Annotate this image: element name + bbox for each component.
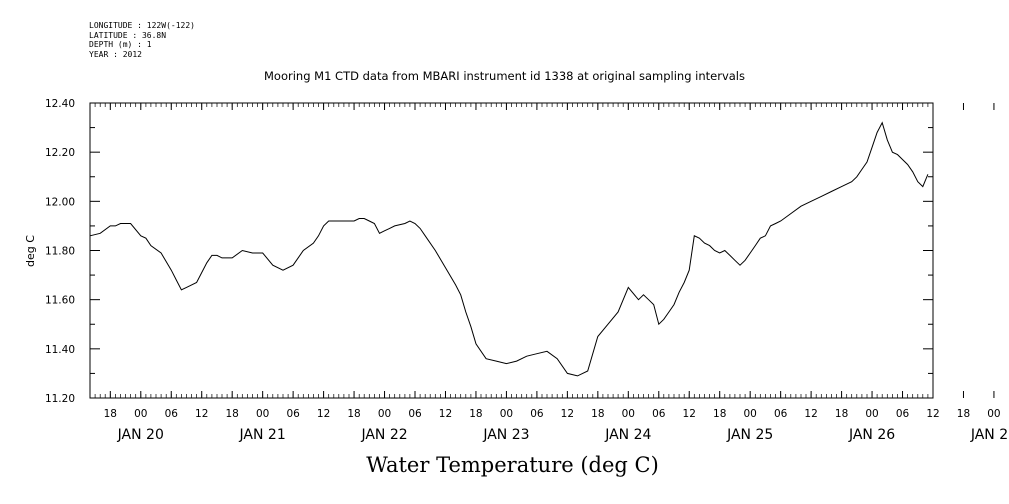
date-label: JAN 20 — [117, 427, 164, 443]
y-tick-label: 11.80 — [45, 246, 75, 258]
x-tick-label: 18 — [713, 408, 726, 420]
latitude-text: LATITUDE : 36.8N — [89, 30, 167, 40]
x-tick-label: 06 — [530, 408, 544, 420]
date-label: JAN 23 — [482, 427, 529, 443]
x-tick-label: 18 — [226, 408, 239, 420]
x-tick-label: 06 — [165, 408, 179, 420]
x-minor-ticks — [89, 103, 934, 398]
x-tick-label: 12 — [804, 408, 817, 420]
date-label: JAN 27 — [970, 427, 1009, 443]
y-axis-label: deg C — [24, 235, 37, 267]
x-tick-label: 00 — [865, 408, 878, 420]
date-label: JAN 24 — [604, 427, 651, 443]
x-tick-label: 00 — [500, 408, 513, 420]
x-tick-label: 06 — [896, 408, 910, 420]
x-tick-label: 18 — [591, 408, 604, 420]
x-tick-label: 12 — [439, 408, 452, 420]
x-tick-label: 00 — [622, 408, 635, 420]
y-tick-label: 12.20 — [45, 147, 75, 159]
y-tick-label: 11.40 — [45, 344, 75, 356]
x-tick-label: 12 — [926, 408, 939, 420]
y-tick-label: 11.60 — [45, 295, 75, 307]
x-tick-label: 00 — [987, 408, 1000, 420]
x-tick-label: 12 — [683, 408, 696, 420]
x-tick-label: 12 — [561, 408, 574, 420]
metadata-header: LONGITUDE : 122W(-122) LATITUDE : 36.8N DE… — [89, 21, 195, 59]
date-label: JAN 22 — [360, 427, 407, 443]
x-tick-label: 06 — [652, 408, 666, 420]
date-label: JAN 21 — [239, 427, 286, 443]
x-tick-label: 06 — [286, 408, 300, 420]
x-tick-label: 18 — [469, 408, 482, 420]
x-tick-label: 18 — [835, 408, 848, 420]
x-tick-label: 00 — [134, 408, 147, 420]
year-text: YEAR : 2012 — [89, 49, 142, 59]
x-tick-label: 06 — [774, 408, 788, 420]
plot-frame — [89, 102, 934, 399]
x-tick-label: 12 — [317, 408, 330, 420]
y-tick-label: 12.40 — [45, 98, 75, 110]
x-tick-label: 18 — [957, 408, 970, 420]
depth-text: DEPTH (m) : 1 — [89, 40, 152, 49]
date-label: JAN 25 — [726, 427, 773, 443]
x-tick-label: 00 — [743, 408, 756, 420]
temperature-series-line — [89, 121, 929, 377]
x-tick-label: 06 — [408, 408, 422, 420]
x-tick-label: 18 — [104, 408, 117, 420]
y-tick-label: 11.20 — [45, 393, 75, 405]
longitude-text: LONGITUDE : 122W(-122) — [89, 21, 195, 30]
x-tick-label: 00 — [378, 408, 391, 420]
chart-title: Mooring M1 CTD data from MBARI instrumen… — [264, 69, 745, 83]
x-tick-label: 00 — [256, 408, 269, 420]
y-tick-label: 12.00 — [45, 196, 75, 208]
date-label: JAN 26 — [848, 427, 895, 443]
x-axis-title: Water Temperature (deg C) — [366, 453, 659, 477]
x-tick-label: 18 — [347, 408, 360, 420]
x-tick-label: 12 — [195, 408, 208, 420]
